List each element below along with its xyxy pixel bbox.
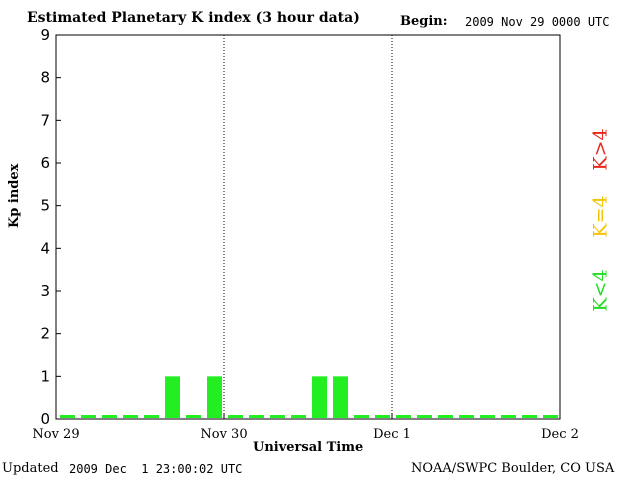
kp-bar [144,415,159,418]
y-tick-label: 8 [40,69,50,87]
chart-title: Estimated Planetary K index (3 hour data… [27,10,360,26]
kp-bar [396,415,411,418]
y-tick-label: 9 [40,26,50,44]
x-tick-label: Dec 1 [373,427,411,442]
kp-bar [249,415,264,418]
y-tick-label: 0 [40,410,50,428]
y-tick-label: 3 [40,282,50,300]
kp-bar [60,415,75,418]
kp-bar [417,415,432,418]
kp-bar [543,415,558,418]
begin-value: 2009 Nov 29 0000 UTC [465,15,610,29]
legend-k-above-4: K>4 [589,128,612,171]
y-tick-label: 5 [40,197,50,215]
updated-label: Updated [2,461,59,476]
y-tick-label: 1 [40,367,50,385]
kp-bar [333,376,348,418]
kp-bar [207,376,222,418]
kp-bar [123,415,138,418]
kp-bar [165,376,180,418]
plot-frame [55,34,561,420]
kp-bar [375,415,390,418]
y-tick-label: 2 [40,325,50,343]
kp-bar [354,415,369,418]
begin-label: Begin: [400,14,448,29]
kp-bar [291,415,306,418]
kp-bar [81,415,96,418]
legend-k-equal-4: K=4 [589,195,612,238]
x-tick-label: Nov 30 [200,427,247,442]
updated-timestamp: 2009 Dec 1 23:00:02 UTC [69,462,243,476]
kp-bar [459,415,474,418]
kp-bar [102,415,117,418]
kp-bar [186,415,201,418]
kp-bar [438,415,453,418]
x-axis-label: Universal Time [253,440,364,455]
y-tick-label: 6 [40,154,50,172]
kp-bar [312,376,327,418]
kp-bar [228,415,243,418]
kp-bar [501,415,516,418]
x-tick-label: Nov 29 [32,427,79,442]
credit-text: NOAA/SWPC Boulder, CO USA [411,461,615,476]
y-tick-label: 4 [40,239,50,257]
kp-bar [480,415,495,418]
y-tick-label: 7 [40,111,50,129]
legend-k-below-4: K<4 [589,269,612,312]
kp-bar [270,415,285,418]
kp-bar [522,415,537,418]
x-tick-label: Dec 2 [541,427,579,442]
y-axis-label: Kp index [7,163,22,228]
